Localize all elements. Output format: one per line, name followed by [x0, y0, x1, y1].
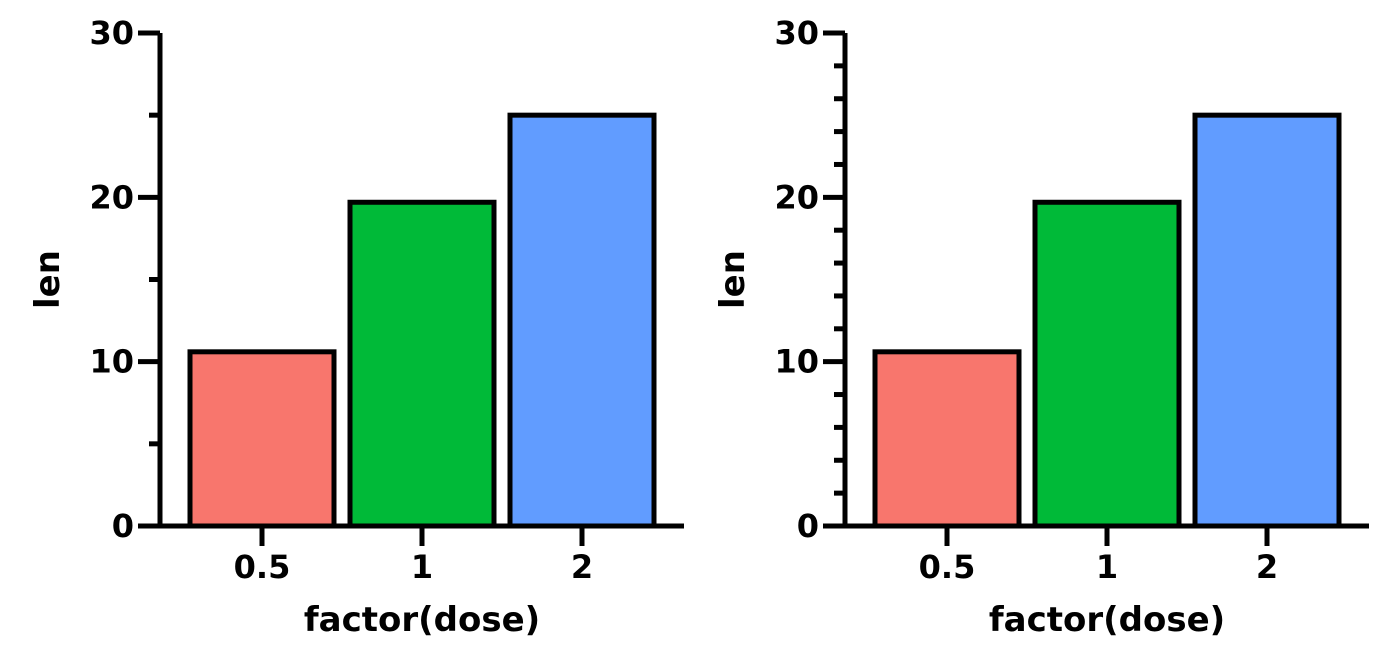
x-axis-title: factor(dose): [989, 600, 1225, 640]
y-tick-label: 0: [112, 507, 134, 545]
x-tick-label: 2: [571, 548, 593, 586]
x-tick-label: 0.5: [919, 548, 976, 586]
chart-panel-2: 0 10 20 30 0.5 1 2 factor(dose) len: [713, 14, 1369, 640]
bar-0.5: [872, 349, 1022, 529]
y-tick-label: 20: [89, 178, 134, 216]
y-tick-label: 0: [797, 507, 819, 545]
x-tick-label: 1: [1096, 548, 1118, 586]
y-tick-label: 30: [89, 14, 134, 52]
y-axis-title: len: [28, 250, 68, 309]
chart-panel-1: 0 10 20 30 0.5 1 2 factor(dose) len: [28, 14, 684, 640]
bars: [187, 112, 657, 529]
bar-2: [507, 112, 657, 529]
x-tick-label: 1: [411, 548, 433, 586]
x-tick-label: 0.5: [234, 548, 291, 586]
x-axis-title: factor(dose): [304, 600, 540, 640]
y-tick-label: 30: [774, 14, 819, 52]
y-tick-label: 20: [774, 178, 819, 216]
bar-2: [1192, 112, 1342, 529]
bars: [872, 112, 1342, 529]
y-axis-title: len: [713, 250, 753, 309]
y-tick-label: 10: [89, 343, 134, 381]
bar-0.5: [187, 349, 337, 529]
bar-1: [347, 199, 497, 529]
bar-1: [1032, 199, 1182, 529]
y-tick-label: 10: [774, 343, 819, 381]
x-tick-label: 2: [1256, 548, 1278, 586]
